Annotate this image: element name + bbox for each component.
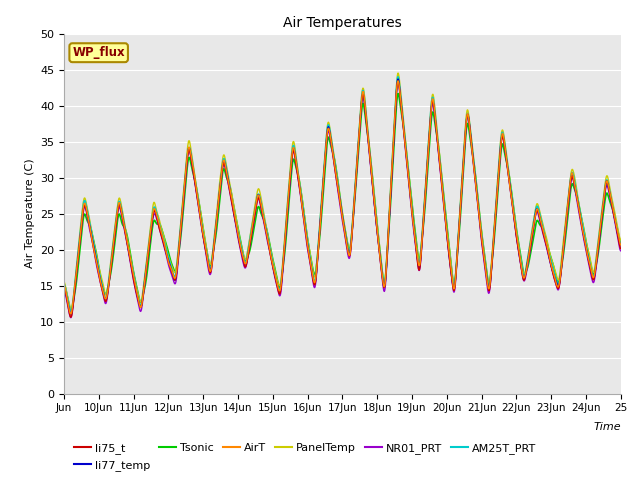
Legend: li75_t, li77_temp, Tsonic, AirT, PanelTemp, NR01_PRT, AM25T_PRT: li75_t, li77_temp, Tsonic, AirT, PanelTe… — [70, 439, 541, 475]
Y-axis label: Air Temperature (C): Air Temperature (C) — [24, 159, 35, 268]
Text: Time: Time — [593, 422, 621, 432]
Title: Air Temperatures: Air Temperatures — [283, 16, 402, 30]
Text: WP_flux: WP_flux — [72, 46, 125, 59]
